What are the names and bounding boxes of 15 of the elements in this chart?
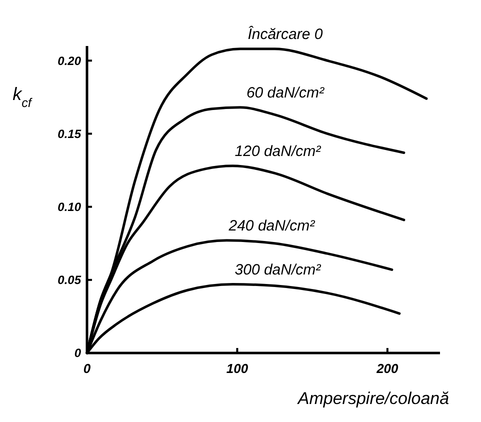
y-tick-label: 0 (74, 346, 82, 360)
x-tick-label: 200 (376, 361, 400, 376)
x-tick-label: 100 (226, 361, 249, 376)
y-tick-label: 0.10 (58, 200, 82, 214)
y-tick-label: 0.20 (58, 54, 82, 68)
y-tick-label: 0.15 (58, 126, 82, 141)
series-label: 240 daN/cm² (228, 217, 316, 234)
y-axis-title: k$_{cf}$ (12, 84, 33, 110)
x-axis-title: Amperspire/coloană (296, 389, 450, 408)
series-label: 120 daN/cm² (234, 142, 322, 160)
series-label: 300 daN/cm² (234, 261, 322, 278)
x-tick-label: 0 (83, 361, 92, 376)
series-label: 60 daN/cm² (246, 84, 325, 102)
series-label: Încărcare 0 (248, 24, 324, 43)
y-tick-label: 0.05 (58, 273, 82, 288)
